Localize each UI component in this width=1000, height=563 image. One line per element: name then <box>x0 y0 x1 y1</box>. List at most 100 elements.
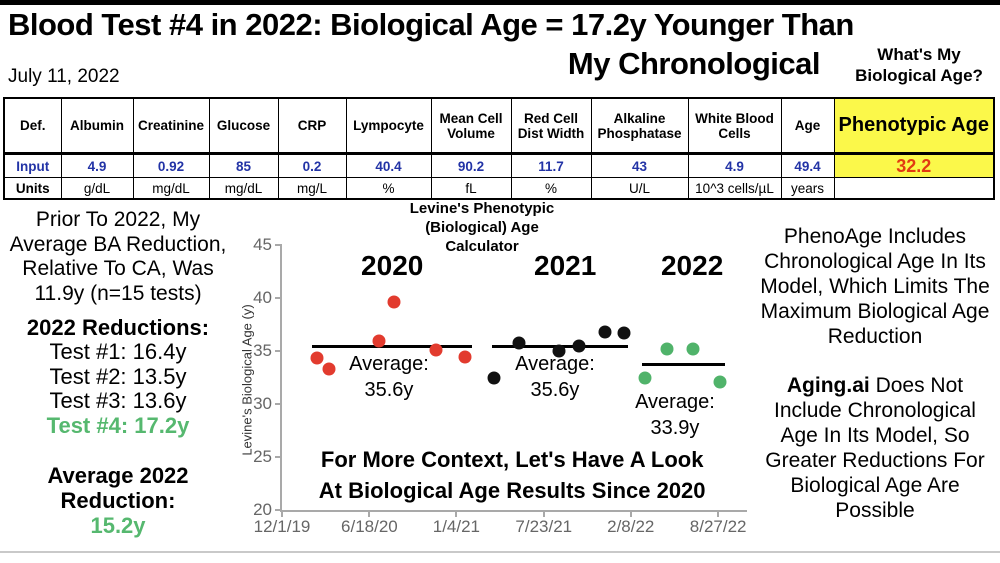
y-tick-mark <box>275 456 282 458</box>
right-panel: PhenoAge Includes Chronological Age In I… <box>752 224 998 523</box>
data-point-2020 <box>429 343 443 357</box>
chart-title: Levine's Phenotypic (Biological) Age Cal… <box>409 200 555 255</box>
left-panel: Prior To 2022, My Average BA Reduction, … <box>0 208 236 539</box>
y-axis-label: Levine's Biological Age (y) <box>239 304 255 456</box>
input-value-lympocyte: 40.4 <box>345 153 432 178</box>
col-header-crp: CRP <box>277 97 347 155</box>
table-header-row: Def. Albumin Creatinine Glucose CRP Lympocyte… <box>3 97 995 155</box>
col-header-red-cell-dist-width: Red Cell Dist Width <box>510 97 592 155</box>
x-tick-label: 6/18/20 <box>341 517 398 536</box>
col-header-white-blood-cells: White Blood Cells <box>687 97 782 155</box>
input-value-red-cell-dist-width: 11.7 <box>510 153 592 178</box>
units-mean-cell-volume: fL <box>430 177 512 200</box>
x-tick-mark <box>717 510 720 517</box>
chart-annotation: For More Context, Let's Have A Look At B… <box>318 446 706 503</box>
units-albumin: g/dL <box>60 177 134 200</box>
data-point-2022 <box>660 342 674 356</box>
col-header-lympocyte: Lympocyte <box>345 97 432 155</box>
test-reduction-item: Test #3: 13.6y <box>49 388 187 413</box>
y-tick-label: 35 <box>253 341 272 360</box>
average-reduction-value: 15.2y <box>90 513 146 538</box>
data-point-2021 <box>617 326 631 340</box>
average-reduction-heading: Average 2022 Reduction: <box>47 463 189 513</box>
col-header-alkaline-phosphatase: Alkaline Phosphatase <box>590 97 689 155</box>
y-tick-mark <box>275 350 282 352</box>
average-label-2020: Average: 35.6y <box>349 353 429 401</box>
input-value-age: 49.4 <box>780 153 835 178</box>
average-line-2022 <box>641 362 726 366</box>
row-label-input: Input <box>3 153 62 178</box>
table-input-row: Input 4.9 0.92 85 0.2 40.4 90.2 11.7 43 4.9 49.4 32… <box>3 153 995 178</box>
top-border <box>0 0 1000 5</box>
year-label-2022: 2022 <box>660 250 724 281</box>
units-alkaline-phosphatase: U/L <box>590 177 689 200</box>
y-tick-label: 45 <box>253 235 272 254</box>
x-tick-label: 1/4/21 <box>432 517 481 536</box>
test-reduction-item: Test #1: 16.4y <box>49 339 187 364</box>
data-point-2021 <box>572 339 586 353</box>
x-tick-mark <box>281 510 283 517</box>
x-tick-label: 2/8/22 <box>607 517 655 536</box>
blood-test-table: Def. Albumin Creatinine Glucose CRP Lympocyte… <box>3 97 995 200</box>
table-units-row: Units g/dL mg/dL mg/dL mg/L% fL% U/L 10^3 cells… <box>3 177 995 200</box>
input-value-albumin: 4.9 <box>60 153 134 178</box>
reductions-heading: 2022 Reductions: <box>26 315 210 340</box>
x-tick-mark <box>629 510 632 517</box>
input-value-mean-cell-volume: 90.2 <box>430 153 512 178</box>
biological-age-question: What's My Biological Age? <box>855 45 983 85</box>
test-reduction-item: Test #4: 17.2y <box>46 412 190 438</box>
input-value-crp: 0.2 <box>277 153 347 178</box>
data-point-2022 <box>638 371 652 384</box>
page-title: Blood Test #4 in 2022: Biological Age = … <box>8 5 960 83</box>
title-line1: Blood Test #4 in 2022: Biological Age = … <box>8 7 854 42</box>
units-phenotypic-age <box>833 177 995 200</box>
data-point-2021 <box>552 344 566 358</box>
y-tick-mark <box>275 509 282 511</box>
y-tick-label: 30 <box>253 394 272 413</box>
title-line2: My Chronological <box>567 46 821 81</box>
year-label-2020: 2020 <box>361 250 424 281</box>
test-reductions-list: Test #1: 16.4y Test #2: 13.5y Test #3: 13.… <box>0 339 236 438</box>
input-value-phenotypic-age: 32.2 <box>833 153 995 178</box>
units-creatinine: mg/dL <box>132 177 210 200</box>
units-lympocyte: % <box>345 177 432 200</box>
bottom-divider <box>0 551 1000 553</box>
input-value-glucose: 85 <box>208 153 279 178</box>
col-header-albumin: Albumin <box>60 97 134 155</box>
date-label: July 11, 2022 <box>8 66 120 87</box>
average-line-2020 <box>312 344 473 348</box>
units-white-blood-cells: 10^3 cells/µL <box>687 177 782 200</box>
row-label-units: Units <box>3 177 62 200</box>
average-label-2021: Average: 35.6y <box>515 353 595 401</box>
col-header-glucose: Glucose <box>208 97 279 155</box>
y-tick-label: 25 <box>253 447 272 466</box>
x-tick-label: 7/23/21 <box>515 517 573 536</box>
data-point-2020 <box>387 295 401 309</box>
agingai-rest: Does Not Include Chronological Age In It… <box>765 374 985 522</box>
y-tick-mark <box>275 297 282 299</box>
col-header-def: Def. <box>3 97 62 155</box>
data-point-2020 <box>322 362 336 376</box>
x-tick-label: 12/1/19 <box>253 517 311 536</box>
x-tick-mark <box>368 510 371 517</box>
phenoage-note: PhenoAge Includes Chronological Age In I… <box>760 225 990 348</box>
col-header-phenotypic-age: Phenotypic Age <box>833 97 995 155</box>
units-age: years <box>780 177 835 200</box>
data-point-2022 <box>713 375 727 389</box>
data-point-2020 <box>310 351 324 365</box>
data-point-2020 <box>372 334 386 348</box>
input-value-white-blood-cells: 4.9 <box>687 153 782 178</box>
units-red-cell-dist-width: % <box>510 177 592 200</box>
average-label-2022: Average: 33.9y <box>635 391 715 440</box>
y-tick-label: 20 <box>253 500 272 519</box>
input-value-alkaline-phosphatase: 43 <box>590 153 689 178</box>
col-header-mean-cell-volume: Mean Cell Volume <box>430 97 512 155</box>
test-reduction-item: Test #2: 13.5y <box>49 363 187 389</box>
agingai-bold: Aging.ai <box>786 374 870 397</box>
data-point-2020 <box>458 350 472 364</box>
data-point-2021 <box>487 371 501 384</box>
y-tick-mark <box>275 244 282 246</box>
y-tick-label: 40 <box>253 288 272 307</box>
data-point-2021 <box>512 336 526 350</box>
